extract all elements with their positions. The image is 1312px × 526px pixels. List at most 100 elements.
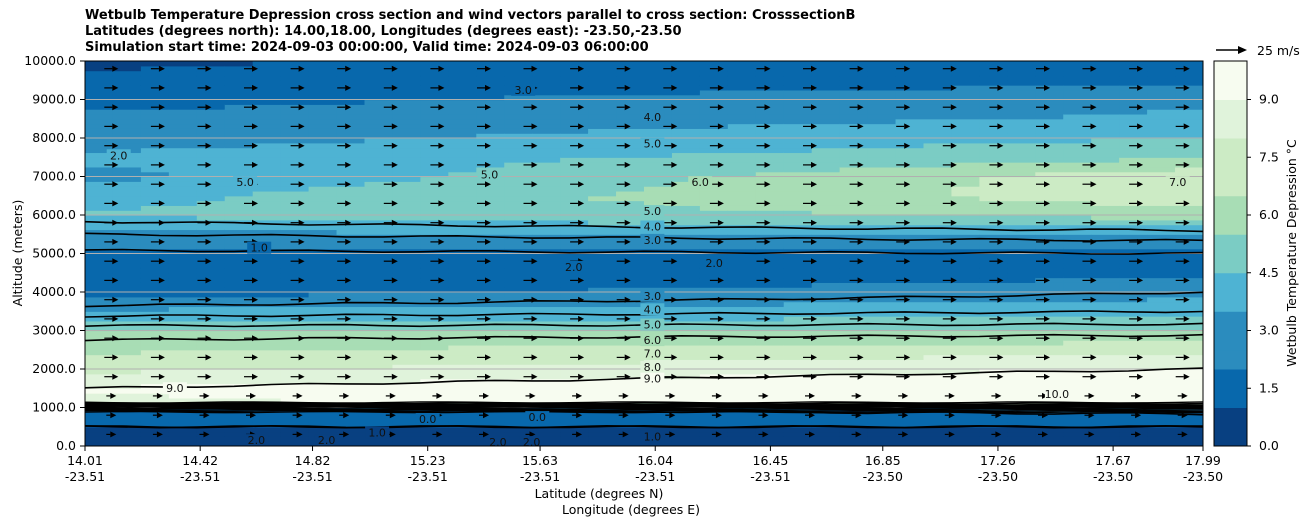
field-cell xyxy=(392,205,421,211)
field-cell xyxy=(308,369,338,375)
field-cell xyxy=(839,349,869,356)
field-cell xyxy=(448,123,477,129)
field-cell xyxy=(1091,109,1120,115)
field-cell xyxy=(420,340,449,346)
field-cell xyxy=(783,383,813,389)
field-cell xyxy=(420,80,449,86)
wind-vector-head xyxy=(1137,296,1144,303)
wind-vector-head xyxy=(158,104,165,111)
field-cell xyxy=(951,70,980,77)
field-cell xyxy=(420,171,449,178)
field-cell xyxy=(140,215,170,221)
field-cell xyxy=(951,89,980,96)
field-cell xyxy=(783,75,813,81)
field-cell xyxy=(923,359,953,365)
field-cell xyxy=(783,85,813,91)
field-cell xyxy=(560,364,589,370)
field-cell xyxy=(1175,349,1203,356)
wind-vector-head xyxy=(296,412,303,419)
wind-vector-head xyxy=(950,238,957,245)
colorbar-segment xyxy=(1214,349,1247,370)
wind-vector-head xyxy=(158,142,165,149)
field-cell xyxy=(196,171,226,178)
field-cell xyxy=(979,205,1008,211)
field-cell xyxy=(140,272,170,279)
field-cell xyxy=(392,181,421,187)
field-cell xyxy=(839,378,869,385)
field-cell xyxy=(85,359,114,365)
field-cell xyxy=(811,320,841,327)
field-cell xyxy=(420,243,449,250)
wind-vector-head xyxy=(438,315,445,322)
field-cell xyxy=(252,397,282,404)
field-cell xyxy=(699,359,729,365)
wind-vector-head xyxy=(764,238,771,245)
field-cell xyxy=(755,243,785,250)
field-cell xyxy=(504,166,533,173)
field-cell xyxy=(1007,195,1036,202)
field-cell xyxy=(727,417,757,423)
field-cell xyxy=(1147,373,1176,380)
field-cell xyxy=(839,344,869,351)
field-cell xyxy=(532,277,561,283)
field-cell xyxy=(923,123,953,129)
field-cell xyxy=(1007,431,1036,437)
field-cell xyxy=(1007,388,1036,394)
field-cell xyxy=(1091,277,1120,283)
field-cell xyxy=(392,157,421,163)
field-cell xyxy=(867,306,897,312)
wind-vector-head xyxy=(345,181,352,188)
field-cell xyxy=(1035,431,1064,437)
field-cell xyxy=(588,426,617,433)
field-cell xyxy=(588,340,617,346)
field-cell xyxy=(224,234,254,240)
field-cell xyxy=(839,369,869,375)
field-cell xyxy=(979,94,1008,101)
wind-vector-head xyxy=(764,104,771,111)
wind-vector-head xyxy=(1090,161,1097,168)
field-cell xyxy=(839,133,869,139)
field-cell xyxy=(168,75,198,81)
field-cell xyxy=(671,210,701,216)
field-cell xyxy=(616,253,645,259)
field-cell xyxy=(532,330,561,336)
field-cell xyxy=(951,80,980,86)
contour-label: 10.0 xyxy=(1045,388,1070,401)
field-cell xyxy=(280,344,310,351)
wind-vector-head xyxy=(622,431,629,438)
field-cell xyxy=(336,383,366,389)
field-cell xyxy=(140,292,170,298)
field-cell xyxy=(867,128,897,134)
field-cell xyxy=(168,330,198,336)
field-cell xyxy=(196,138,226,144)
field-cell xyxy=(112,441,142,446)
wind-vector-head xyxy=(531,373,538,380)
field-cell xyxy=(560,282,589,288)
field-cell xyxy=(392,99,421,105)
field-cell xyxy=(1063,109,1092,115)
x-axis-label-lon: Longitude (degrees E) xyxy=(562,502,700,517)
field-cell xyxy=(923,306,953,312)
wind-vector-head xyxy=(389,392,396,399)
wind-vector-head xyxy=(112,315,119,322)
field-cell xyxy=(420,224,449,231)
field-cell xyxy=(168,138,198,144)
field-cell xyxy=(588,359,617,365)
field-cell xyxy=(392,210,421,216)
field-cell xyxy=(308,65,338,72)
field-cell xyxy=(1007,210,1036,216)
wind-vector-head xyxy=(389,431,396,438)
field-cell xyxy=(727,215,757,221)
field-cell xyxy=(336,99,366,105)
field-cell xyxy=(588,378,617,385)
field-cell xyxy=(504,123,533,129)
field-cell xyxy=(1119,171,1148,178)
field-cell xyxy=(811,340,841,346)
field-cell xyxy=(1175,80,1203,86)
wind-vector-head xyxy=(158,181,165,188)
field-cell xyxy=(951,61,980,67)
field-cell xyxy=(1147,147,1176,154)
field-cell xyxy=(504,397,533,404)
field-cell xyxy=(923,340,953,346)
contour-label: 1.0 xyxy=(644,430,662,443)
